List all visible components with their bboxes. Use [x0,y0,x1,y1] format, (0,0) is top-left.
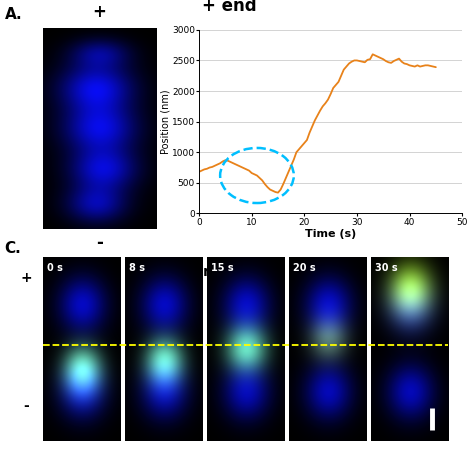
Text: C.: C. [5,241,21,256]
Text: - end: - end [183,265,223,279]
Text: -: - [96,234,103,252]
Text: 30 s: 30 s [375,263,398,273]
Text: -: - [23,399,29,413]
Text: +: + [92,3,107,21]
Text: 15 s: 15 s [211,263,234,273]
Text: + end: + end [202,0,256,15]
Text: A.: A. [5,7,22,22]
X-axis label: Time (s): Time (s) [305,230,356,240]
Text: 8 s: 8 s [129,263,146,273]
Y-axis label: Position (nm): Position (nm) [161,90,171,154]
Text: 0 s: 0 s [47,263,63,273]
Text: +: + [20,271,32,285]
Text: 20 s: 20 s [293,263,316,273]
